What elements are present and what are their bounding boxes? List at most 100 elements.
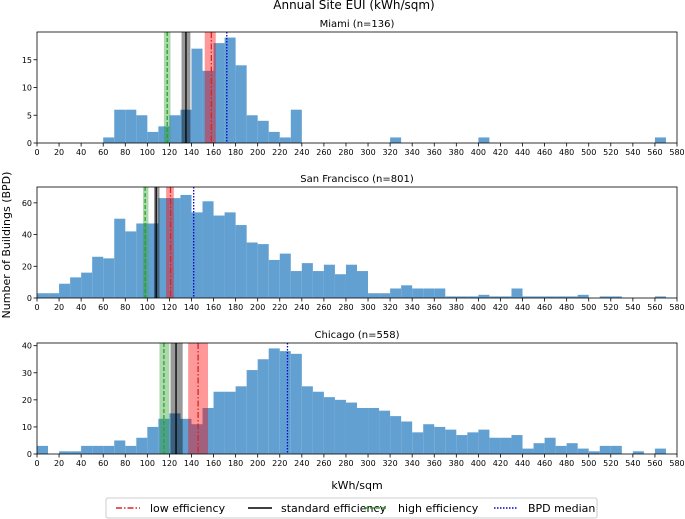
x-tick-label: 420 [493, 303, 508, 312]
x-tick-label: 440 [515, 459, 530, 468]
legend-bpd-median-label: BPD median [528, 502, 595, 515]
histogram-bar [37, 445, 49, 454]
histogram-bar [390, 288, 402, 298]
x-tick-label: 320 [382, 459, 397, 468]
x-tick-label: 180 [228, 303, 243, 312]
histogram-bar [544, 437, 556, 454]
histogram-bar [279, 351, 291, 454]
x-tick-label: 560 [647, 148, 662, 157]
histogram-bar [423, 288, 435, 298]
x-tick-label: 80 [120, 148, 130, 157]
histogram-bar [555, 445, 567, 454]
histogram-bar [136, 115, 148, 143]
panel-miami: Miami (n=136) 0 5 10 15 0 20 40 60 80 100 120 140 160… [22, 19, 685, 157]
x-tick-label: 200 [250, 148, 265, 157]
x-tick-label: 20 [54, 459, 64, 468]
x-tick-label: 60 [98, 148, 108, 157]
histogram-bar [290, 109, 302, 143]
histogram-bar [522, 296, 534, 298]
histogram-bar [59, 451, 71, 454]
histogram-bar [368, 293, 380, 298]
x-tick-label: 140 [184, 459, 199, 468]
axes-frame [36, 186, 678, 299]
x-tick-label: 0 [34, 459, 39, 468]
x-tick-label: 420 [493, 459, 508, 468]
histogram-bar [158, 126, 170, 143]
x-tick-label: 580 [669, 148, 684, 157]
histogram-bar [235, 225, 247, 298]
histogram-bar [632, 451, 644, 454]
x-tick-label: 400 [471, 148, 486, 157]
histogram-bar [213, 391, 225, 454]
histogram-bar [654, 137, 666, 143]
histogram-bar [334, 399, 346, 454]
x-tick-label: 300 [360, 148, 375, 157]
x-tick-label: 540 [625, 459, 640, 468]
histogram-bar [478, 294, 490, 298]
histogram-bar [70, 277, 82, 298]
x-tick-label: 100 [140, 303, 155, 312]
x-tick-label: 480 [559, 459, 574, 468]
histogram-bar [92, 445, 104, 454]
histogram-bar [279, 137, 291, 143]
histogram-bar [169, 115, 181, 143]
histogram-bar [357, 271, 369, 298]
x-tick-label: 340 [405, 148, 420, 157]
histogram-bar [202, 70, 214, 143]
x-tick-label: 460 [537, 303, 552, 312]
histogram-bar [125, 109, 137, 143]
histogram-bar [257, 359, 269, 454]
histogram-bar [191, 48, 203, 143]
x-tick-label: 320 [382, 148, 397, 157]
histogram-bar [445, 296, 457, 298]
histogram-bar [312, 271, 324, 298]
axes-frame [36, 342, 678, 455]
histogram-bar [70, 451, 82, 454]
legend: low efficiency standard efficiency high … [105, 497, 598, 519]
x-tick-label: 340 [405, 303, 420, 312]
x-tick-label: 380 [449, 303, 464, 312]
x-tick-label: 360 [427, 303, 442, 312]
x-tick-label: 260 [316, 459, 331, 468]
histogram-bar [379, 293, 391, 298]
histogram-bar [48, 293, 60, 298]
histogram-bar [301, 263, 313, 298]
x-tick-label: 380 [449, 459, 464, 468]
x-tick-label: 220 [272, 459, 287, 468]
x-tick-label: 480 [559, 148, 574, 157]
x-tick-label: 360 [427, 459, 442, 468]
x-tick-label: 180 [228, 148, 243, 157]
histogram-bar [357, 407, 369, 454]
x-tick-label: 480 [559, 303, 574, 312]
histogram-bar [180, 418, 192, 454]
histogram-bar [246, 115, 258, 143]
histogram-bar [169, 198, 181, 298]
histogram-bar [235, 386, 247, 454]
histogram-bar [290, 353, 302, 454]
x-tick-label: 0 [34, 148, 39, 157]
legend-high-efficiency-label: high efficiency [398, 502, 479, 515]
histogram-bar [323, 397, 335, 454]
x-tick-label: 240 [294, 148, 309, 157]
legend-standard-efficiency-label: standard efficiency [281, 502, 387, 515]
histogram-bar [412, 288, 424, 298]
x-tick-label: 180 [228, 459, 243, 468]
histogram-bar [147, 426, 159, 454]
x-tick-label: 260 [316, 303, 331, 312]
x-tick-label: 440 [515, 303, 530, 312]
histogram-bar [390, 416, 402, 454]
histogram-bar [489, 437, 501, 454]
low-efficiency-band [204, 32, 216, 143]
x-tick-label: 200 [250, 303, 265, 312]
histogram-bar [467, 296, 479, 298]
x-tick-label: 500 [581, 148, 596, 157]
histogram-bar [169, 413, 181, 454]
x-tick-label: 160 [206, 459, 221, 468]
histogram-bar [235, 65, 247, 143]
histogram-bar [103, 137, 115, 143]
x-tick-label: 60 [98, 303, 108, 312]
x-tick-label: 300 [360, 459, 375, 468]
histogram-bar [610, 296, 622, 298]
x-tick-label: 340 [405, 459, 420, 468]
legend-frame [105, 497, 598, 519]
